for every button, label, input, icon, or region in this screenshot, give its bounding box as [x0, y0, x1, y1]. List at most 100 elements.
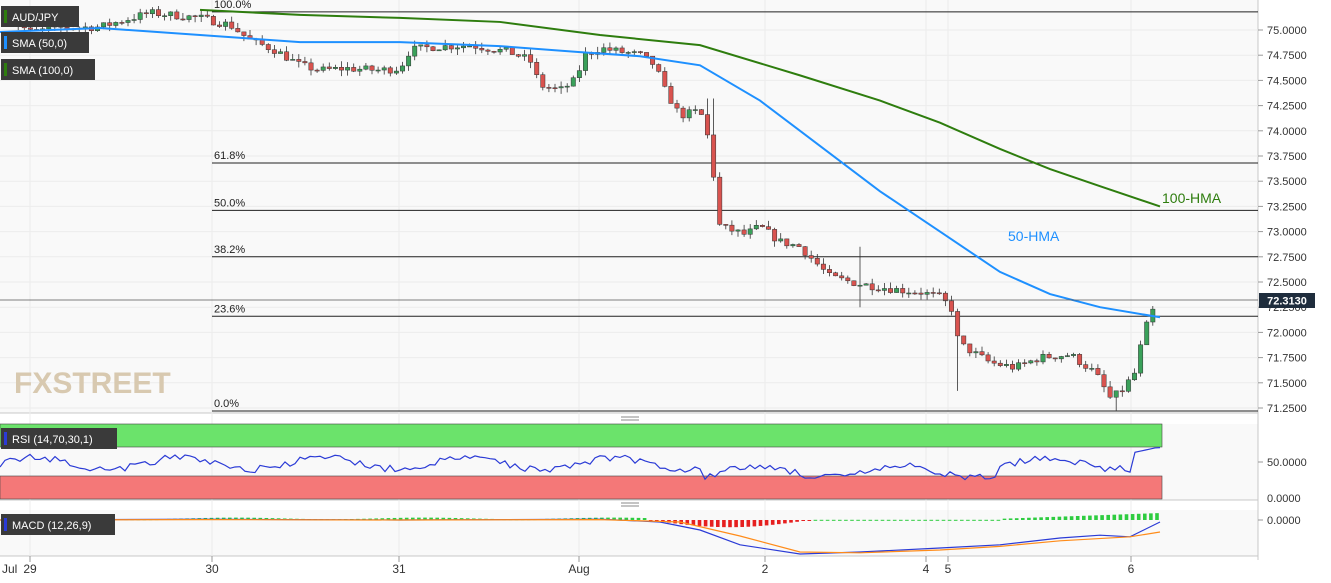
candle-body	[339, 67, 344, 71]
macd-histogram-bar	[966, 519, 970, 521]
candle-body	[1107, 386, 1113, 398]
macd-histogram-bar	[752, 520, 757, 527]
candle-body	[705, 114, 710, 136]
candle-body	[101, 22, 107, 28]
macd-tick-0: 0.0000	[1267, 515, 1301, 527]
candle-body	[509, 47, 515, 55]
fib-label: 23.6%	[214, 303, 245, 315]
time-tick-label: 5	[945, 562, 952, 576]
candle-body	[357, 68, 363, 72]
macd-histogram-bar	[380, 518, 385, 520]
macd-histogram-bar	[1051, 516, 1056, 520]
candle-body	[1083, 364, 1089, 369]
macd-histogram-bar	[795, 520, 799, 522]
candle-body	[418, 44, 424, 47]
macd-histogram-bar	[984, 519, 988, 521]
price-tick-label: 72.0000	[1267, 327, 1307, 339]
macd-histogram-bar	[423, 517, 427, 520]
macd-histogram-bar	[831, 519, 836, 521]
legend-instrument-label: AUD/JPY	[12, 12, 59, 24]
candle-body	[1144, 321, 1150, 346]
price-tick-label: 72.5000	[1267, 277, 1307, 289]
macd-histogram-bar	[374, 518, 378, 520]
candle-body	[570, 77, 576, 87]
candle-body	[833, 272, 839, 277]
candle-body	[869, 283, 875, 291]
macd-histogram-bar	[1088, 515, 1092, 520]
macd-histogram-bar	[850, 519, 854, 521]
candle-body	[912, 292, 918, 295]
candle-body	[314, 69, 320, 72]
candle-body	[997, 362, 1003, 366]
candle-body	[552, 87, 558, 89]
candle-body	[924, 292, 930, 295]
hma50-line	[0, 26, 1161, 319]
legend-sma100[interactable]: SMA (100,0)	[1, 59, 95, 80]
legend-rsi-label: RSI (14,70,30,1)	[12, 434, 93, 446]
price-axis: 75.0000 74.7500 74.5000 74.2500 74.0000 73.75…	[1258, 25, 1307, 415]
macd-histogram-bar	[1094, 515, 1098, 520]
legend-macd[interactable]: MACD (12,26,9)	[1, 514, 115, 535]
macd-histogram-bar	[917, 519, 921, 521]
macd-histogram-bar	[411, 517, 415, 520]
candle-body	[131, 19, 137, 21]
candle-body	[759, 225, 765, 227]
gridlines	[0, 0, 1258, 556]
time-tick-label: Jul	[2, 562, 17, 576]
time-tick-label: 30	[205, 562, 219, 576]
candle-body	[1064, 355, 1070, 357]
candle-body	[119, 22, 125, 24]
price-tick-label: 73.5000	[1267, 176, 1307, 188]
candle-body	[1046, 354, 1052, 359]
candle-body	[412, 45, 418, 57]
macd-histogram-bar	[697, 520, 702, 526]
candle-body	[345, 67, 351, 71]
candle-body	[827, 269, 832, 273]
candle-body	[1138, 344, 1144, 374]
pane-splitter-handle[interactable]	[621, 502, 639, 507]
pane-splitter-handle[interactable]	[621, 416, 639, 421]
macd-histogram-bar	[978, 519, 982, 521]
candle-body	[375, 69, 381, 72]
macd-pane	[0, 510, 1258, 556]
macd-histogram-bar	[429, 517, 433, 520]
candle-body	[1028, 360, 1034, 364]
candle-body	[192, 15, 198, 17]
candle-body	[680, 107, 686, 119]
legend-rsi[interactable]: RSI (14,70,30,1)	[1, 428, 117, 449]
time-tick-label: 4	[923, 562, 930, 576]
macd-histogram-bar	[892, 519, 897, 521]
candle-body	[515, 54, 521, 57]
candle-body	[436, 49, 442, 52]
macd-histogram-bar	[801, 520, 805, 521]
candle-body	[637, 51, 643, 53]
macd-histogram-bar	[1082, 515, 1086, 520]
legend-sma50[interactable]: SMA (50,0)	[1, 32, 89, 53]
legend-instrument[interactable]: AUD/JPY	[1, 6, 79, 27]
candle-body	[906, 292, 912, 295]
macd-histogram-bar	[813, 519, 818, 521]
candle-body	[497, 48, 503, 53]
time-tick-label: 31	[392, 562, 406, 576]
candle-body	[320, 66, 326, 71]
macd-histogram-bar	[447, 517, 452, 520]
candle-body	[381, 67, 387, 71]
macd-histogram-bar	[886, 519, 891, 521]
macd-histogram-bar	[929, 519, 934, 521]
macd-histogram-bar	[1063, 516, 1068, 520]
price-tick-label: 73.7500	[1267, 151, 1307, 163]
candle-body	[143, 12, 149, 15]
candle-body	[485, 49, 491, 52]
macd-histogram-bar	[392, 517, 397, 520]
macd-histogram-bar	[996, 519, 1001, 521]
price-tick-label: 71.7500	[1267, 353, 1307, 365]
candle-body	[668, 86, 674, 104]
macd-histogram-bar	[1039, 517, 1043, 520]
macd-histogram-bar	[1112, 514, 1117, 520]
macd-histogram-bar	[655, 520, 659, 521]
candle-body	[302, 61, 308, 64]
macd-histogram-bar	[911, 519, 915, 521]
price-tick-label: 71.5000	[1267, 378, 1307, 390]
candle-body	[204, 14, 210, 17]
macd-histogram-bar	[862, 519, 866, 521]
